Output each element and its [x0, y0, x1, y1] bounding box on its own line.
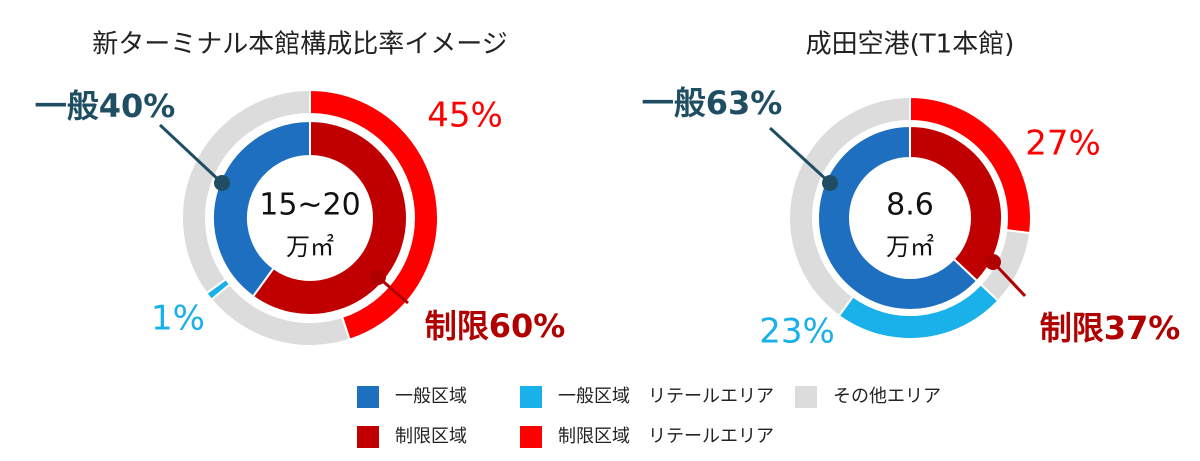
value-label: 27% [1025, 124, 1101, 164]
value-label: 23% [759, 312, 835, 352]
value-label: 45% [427, 96, 503, 136]
legend-label: その他エリア [833, 386, 941, 407]
value-label: 一般63% [642, 84, 783, 122]
center-label: 8.6 [886, 188, 934, 223]
donut-segment [817, 124, 979, 311]
callout-dot [370, 269, 386, 285]
callout-line [768, 126, 832, 185]
legend-label: 制限区域 [395, 426, 467, 447]
center-label: 15~20 [259, 188, 360, 223]
donut-segment [251, 119, 408, 316]
legend-swatch [357, 426, 379, 448]
chart-title: 新ターミナル本館構成比率イメージ [92, 30, 507, 60]
legend-swatch [520, 426, 542, 448]
legend-label: 制限区域 リテールエリア [558, 426, 774, 447]
legend-swatch [795, 386, 817, 408]
callout-line [158, 123, 224, 185]
donut-segment [181, 88, 311, 295]
callout-dot [985, 254, 1001, 270]
legend-swatch [520, 386, 542, 408]
chart-title: 成田空港(T1本館) [806, 30, 1015, 60]
value-label: 一般40% [35, 87, 176, 125]
center-label: 万㎡ [286, 233, 334, 261]
callout-dot [822, 175, 838, 191]
donut-segment [212, 119, 311, 298]
donut-segment [788, 95, 911, 318]
donut-segment [909, 124, 1003, 283]
callout-dot [214, 175, 230, 191]
value-label: 制限60% [425, 307, 566, 345]
value-label: 制限37% [1040, 309, 1181, 347]
legend-label: 一般区域 リテールエリア [558, 386, 774, 407]
center-label: 万㎡ [886, 233, 934, 261]
legend-label: 一般区域 [395, 386, 467, 407]
legend-swatch [357, 386, 379, 408]
value-label: 1% [151, 299, 205, 339]
